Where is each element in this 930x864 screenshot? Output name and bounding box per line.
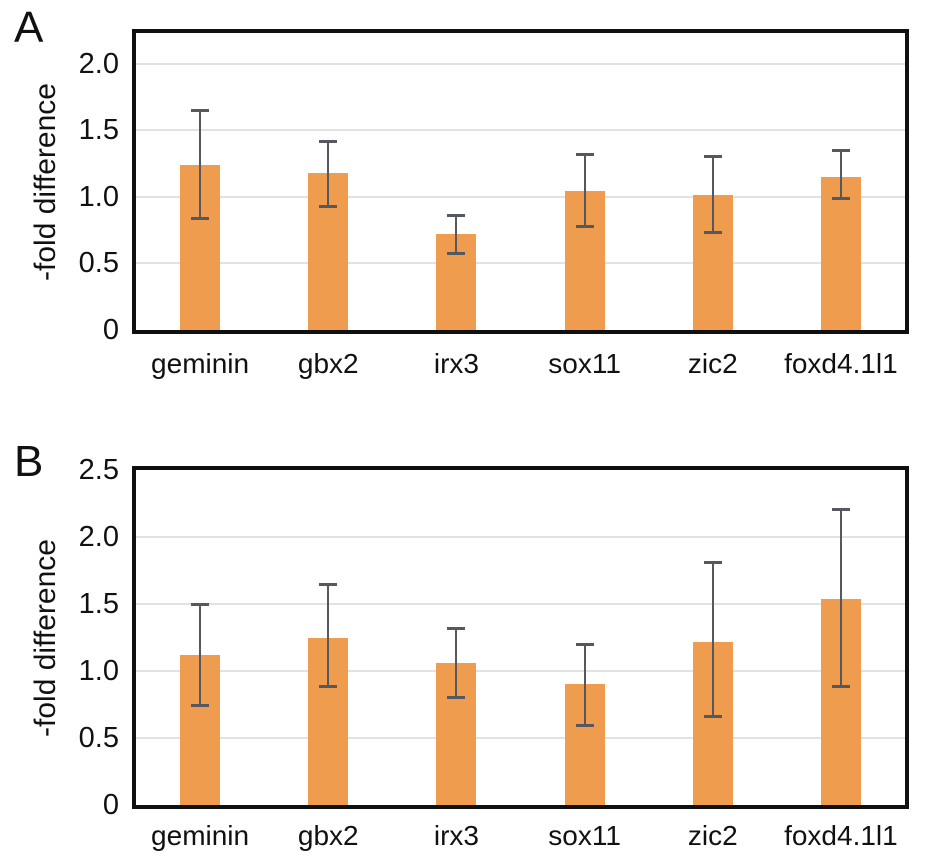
error-bar-cap-top-foxd4.1l1 [831,507,850,511]
error-bar-line-sox11 [583,644,586,726]
y-tick-label: 2.5 [78,454,119,486]
panel-a-letter: A [14,3,44,52]
category-label-sox11: sox11 [548,820,621,851]
error-bar-cap-top-sox11 [575,643,594,647]
error-bar-line-foxd4.1l1 [839,150,842,200]
y-tick-label: 2.0 [78,47,119,80]
y-tick-label: 0.5 [78,722,119,754]
error-bar-line-zic2 [711,155,714,233]
gridline [136,603,905,605]
error-bar-cap-top-zic2 [703,561,722,565]
error-bar-cap-top-geminin [191,603,210,606]
error-bar-cap-bottom-sox11 [575,225,594,229]
y-tick-label: 0 [102,789,119,821]
bar-foxd4.1l1 [820,176,861,330]
error-bar-line-gbx2 [327,583,330,688]
error-bar-cap-top-sox11 [575,153,594,157]
error-bar-cap-bottom-irx3 [447,252,466,256]
error-bar-line-irx3 [455,215,458,255]
error-bar-cap-bottom-gbx2 [319,205,338,209]
gridline [136,195,905,198]
error-bar-cap-bottom-zic2 [703,230,722,234]
error-bar-line-geminin [199,604,202,706]
gridline [136,262,905,265]
gridline [136,129,905,132]
y-tick-label: 1.5 [78,114,119,147]
error-bar-cap-top-irx3 [447,214,466,218]
gridline [136,536,905,538]
y-tick-label: 2.0 [78,521,119,553]
error-bar-line-geminin [199,110,202,220]
error-bar-line-foxd4.1l1 [839,508,842,688]
error-bar-cap-bottom-geminin [191,703,210,707]
error-bar-cap-bottom-foxd4.1l1 [831,685,850,689]
category-label-irx3: irx3 [433,820,479,851]
plot-frame [132,466,909,809]
error-bar-cap-bottom-irx3 [447,695,466,699]
error-bar-cap-top-zic2 [703,154,722,158]
error-bar-cap-bottom-gbx2 [319,685,338,689]
error-bar-line-sox11 [583,154,586,228]
category-label-foxd4.1l1: foxd4.1l1 [784,820,898,851]
category-label-geminin: geminin [151,348,250,379]
category-label-gbx2: gbx2 [297,820,359,851]
error-bar-cap-bottom-foxd4.1l1 [831,197,850,201]
error-bar-cap-top-gbx2 [319,139,338,143]
error-bar-cap-bottom-zic2 [703,714,722,718]
gridline [136,670,905,672]
error-bar-line-gbx2 [327,140,330,208]
category-label-irx3: irx3 [433,348,479,379]
error-bar-cap-top-gbx2 [319,582,338,586]
y-tick-label: 0 [102,314,119,346]
error-bar-line-irx3 [455,628,458,698]
category-label-sox11: sox11 [548,348,621,379]
error-bar-cap-bottom-sox11 [575,723,594,727]
category-label-foxd4.1l1: foxd4.1l1 [784,348,898,379]
category-label-geminin: geminin [151,820,250,851]
y-tick-label: 0.5 [78,247,119,280]
panel-b-y-axis-title: -fold difference [29,539,62,737]
y-tick-label: 1.0 [78,180,119,213]
error-bar-cap-bottom-geminin [191,217,210,221]
category-label-zic2: zic2 [687,348,738,379]
error-bar-cap-top-geminin [191,109,210,113]
error-bar-cap-top-foxd4.1l1 [831,149,850,153]
error-bar-cap-top-irx3 [447,627,466,631]
gridline [136,737,905,739]
y-tick-label: 1.5 [78,588,119,620]
gridline [136,62,905,65]
error-bar-line-zic2 [711,562,714,717]
y-tick-label: 1.0 [78,655,119,687]
category-label-gbx2: gbx2 [297,348,359,379]
category-label-zic2: zic2 [687,820,738,851]
panel-b-letter: B [14,437,44,486]
plot-frame [132,29,909,334]
